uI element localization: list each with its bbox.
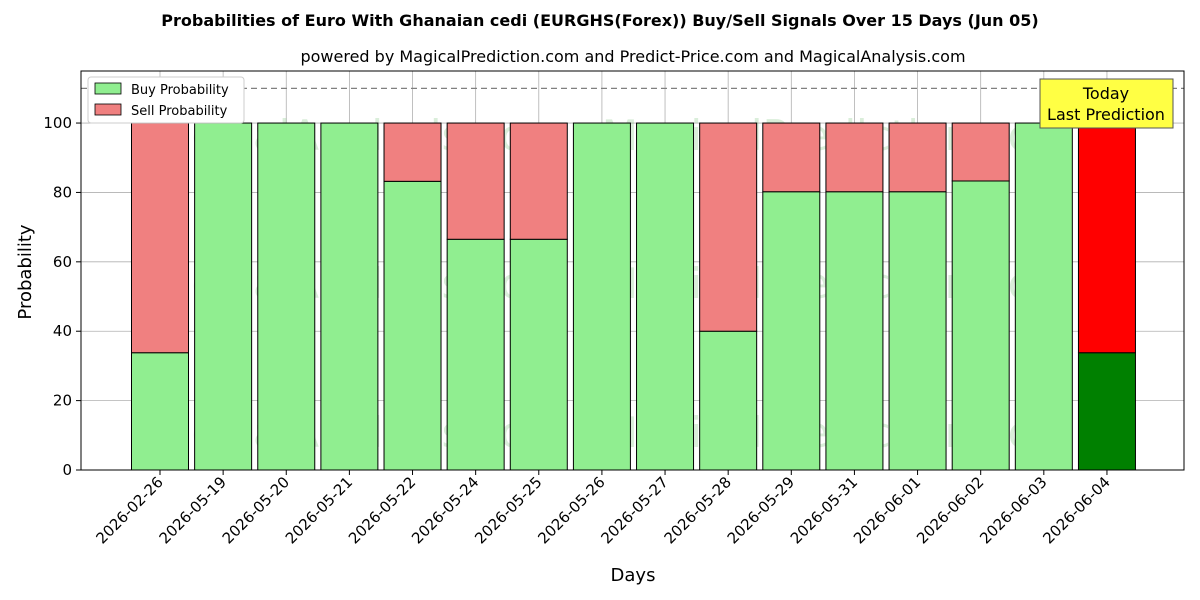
x-tick-label: 2026-05-27 bbox=[597, 473, 671, 547]
bar-buy-2026-05-27 bbox=[636, 122, 695, 471]
bar-sell-2026-06-04 bbox=[1077, 122, 1136, 354]
y-tick-label: 60 bbox=[53, 253, 72, 271]
x-tick-label: 2026-05-24 bbox=[408, 473, 482, 547]
legend-label-sell: Sell Probability bbox=[131, 104, 228, 119]
x-tick-label: 2026-05-22 bbox=[345, 473, 419, 547]
bar-sell-2026-05-22 bbox=[383, 122, 442, 182]
x-tick-label: 2026-06-03 bbox=[976, 473, 1050, 547]
bar-buy-2026-05-29 bbox=[762, 191, 821, 471]
y-tick-label: 100 bbox=[43, 114, 72, 132]
x-tick-label: 2026-05-26 bbox=[534, 473, 608, 547]
bar-sell-2026-06-02 bbox=[951, 122, 1010, 182]
legend-box bbox=[87, 76, 245, 124]
y-tick-label: 40 bbox=[53, 322, 72, 340]
bar-sell-2026-05-29 bbox=[762, 122, 821, 193]
bar-sell-2026-05-24 bbox=[446, 122, 505, 240]
legend: Buy Probability Sell Probability bbox=[87, 76, 245, 124]
bar-buy-2026-05-31 bbox=[825, 191, 884, 471]
legend-swatch-sell bbox=[94, 103, 122, 116]
bar-sell-2026-05-25 bbox=[509, 122, 568, 240]
today-annotation: Today Last Prediction bbox=[1039, 78, 1174, 129]
bar-sell-2026-05-31 bbox=[825, 122, 884, 193]
x-tick-label: 2026-06-02 bbox=[913, 473, 987, 547]
x-tick-label: 2026-05-29 bbox=[724, 473, 798, 547]
bar-sell-2026-02-26 bbox=[131, 122, 189, 354]
legend-label-buy: Buy Probability bbox=[131, 83, 229, 98]
bar-buy-2026-05-19 bbox=[194, 122, 253, 471]
bar-buy-2026-06-04 bbox=[1077, 352, 1136, 471]
x-tick-label: 2026-05-31 bbox=[787, 473, 861, 547]
bar-buy-2026-05-21 bbox=[320, 122, 379, 471]
bar-buy-2026-05-22 bbox=[383, 180, 442, 471]
plot-frame bbox=[80, 70, 1185, 471]
y-tick-label: 80 bbox=[53, 183, 72, 201]
bars bbox=[131, 122, 1136, 471]
chart-subtitle: powered by MagicalPrediction.com and Pre… bbox=[300, 47, 965, 66]
bar-sell-2026-05-28 bbox=[699, 122, 758, 332]
x-tick-label: 2026-06-01 bbox=[850, 473, 924, 547]
x-axis-label: Days bbox=[611, 565, 656, 586]
legend-swatch-buy bbox=[94, 82, 122, 95]
bar-buy-2026-05-26 bbox=[572, 122, 631, 471]
x-axis-ticks: 2026-02-262026-05-192026-05-202026-05-21… bbox=[92, 470, 1114, 547]
bar-buy-2026-05-24 bbox=[446, 238, 505, 471]
y-tick-label: 20 bbox=[53, 392, 72, 410]
today-annotation-box bbox=[1039, 78, 1174, 129]
bar-buy-2026-05-25 bbox=[509, 238, 568, 471]
today-label: Today bbox=[1082, 84, 1129, 103]
bar-buy-2026-06-02 bbox=[951, 180, 1010, 471]
bar-buy-2026-05-20 bbox=[257, 122, 316, 471]
y-tick-label: 0 bbox=[62, 461, 72, 479]
bar-buy-2026-05-28 bbox=[699, 330, 758, 471]
y-axis-ticks: 0 20 40 60 80 100 bbox=[43, 114, 81, 479]
bar-sell-2026-06-01 bbox=[888, 122, 947, 193]
x-tick-label: 2026-05-28 bbox=[661, 473, 735, 547]
x-tick-label: 2026-05-25 bbox=[471, 473, 545, 547]
x-tick-label: 2026-05-20 bbox=[219, 473, 293, 547]
x-tick-label: 2026-06-04 bbox=[1039, 473, 1113, 547]
bar-buy-2026-06-01 bbox=[888, 191, 947, 471]
x-tick-label: 2026-05-21 bbox=[282, 473, 356, 547]
chart-title: Probabilities of Euro With Ghanaian cedi… bbox=[161, 11, 1038, 30]
last-prediction-label: Last Prediction bbox=[1047, 105, 1165, 124]
x-tick-label: 2026-05-19 bbox=[156, 473, 230, 547]
x-tick-label: 2026-02-26 bbox=[92, 473, 166, 547]
bar-buy-2026-06-03 bbox=[1014, 122, 1073, 471]
y-axis-label: Probability bbox=[15, 224, 36, 319]
bar-buy-2026-02-26 bbox=[131, 352, 189, 471]
